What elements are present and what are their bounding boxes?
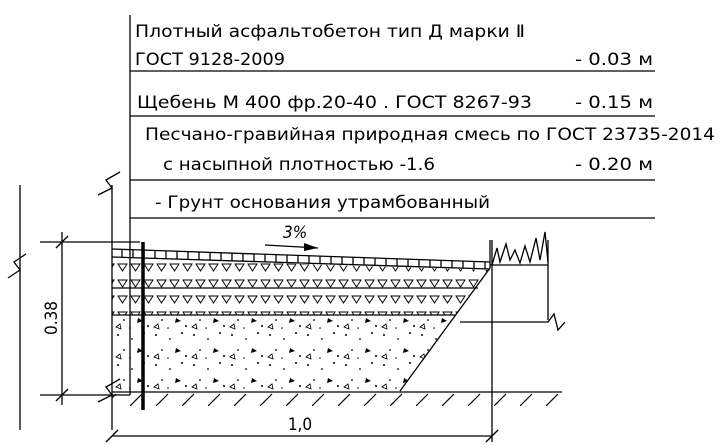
dimension-tick [55,235,69,249]
slope-label: 3% [283,223,307,243]
slope-arrowhead [304,243,318,251]
layer-label: Плотный асфальтобетон тип Д марки Ⅱ [135,22,525,42]
width-label: 1,0 [288,415,312,435]
layer-label: Песчано-гравийная природная смесь по ГОС… [145,125,715,145]
layer-label: - Грунт основания утрамбованный [155,193,490,213]
layer-label: ГОСТ 9128-2009 [135,50,285,70]
asphalt-top [111,248,491,263]
break-mark [7,253,27,279]
break-leader [460,312,566,332]
break-mark [97,378,121,403]
slope-edge [399,267,491,392]
ground-hatch [112,392,562,406]
layer-label: Щебень М 400 фр.20-40 . ГОСТ 8267-93 [137,93,532,113]
depth-label: 0.38 [42,301,62,335]
dimension-tick [105,429,119,443]
break-mark [97,171,121,196]
layer-thickness: - 0.20 м [575,155,653,175]
layer-thickness: - 0.03 м [575,50,653,70]
dimension-tick [55,388,69,402]
asphalt-bottom [111,256,491,270]
layer-thickness: - 0.15 м [575,93,653,113]
gravel-layer [112,258,490,315]
grass [491,231,549,266]
layer-label: с насыпной плотностью -1.6 [163,155,435,175]
dimension-tick [485,429,499,443]
sand-layer [112,315,455,390]
